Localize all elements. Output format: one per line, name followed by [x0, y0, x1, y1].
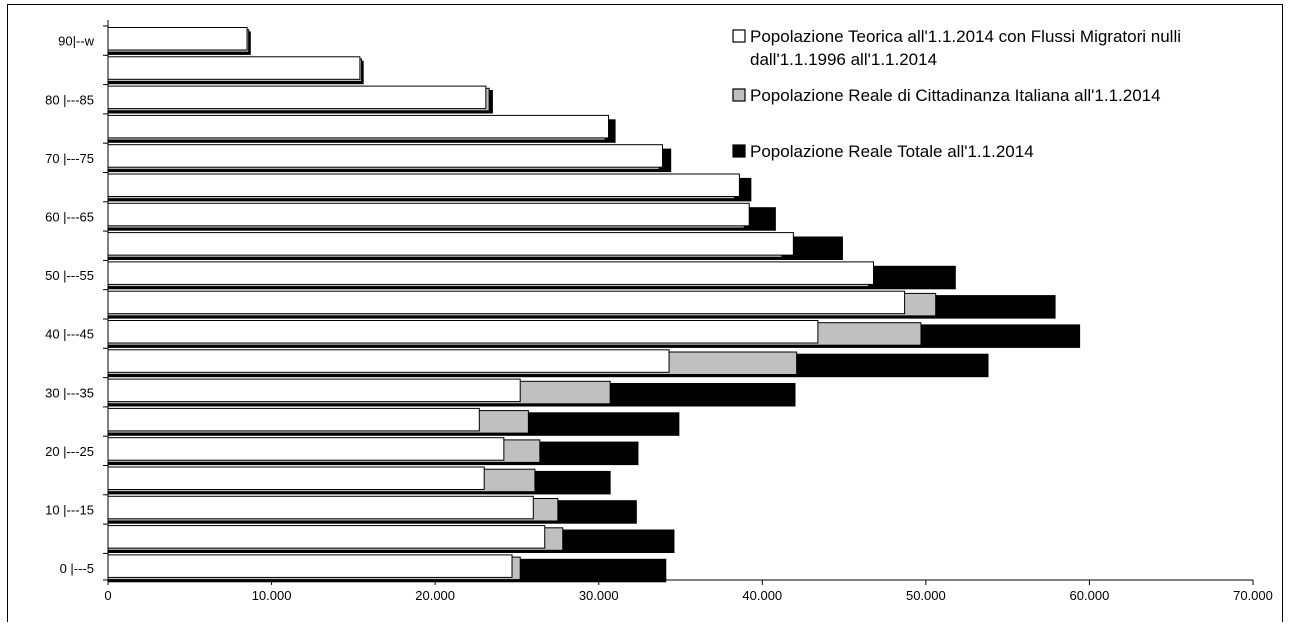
x-tick-label: 70.000 [1233, 588, 1273, 603]
bar-series-1-row-14 [107, 144, 664, 168]
bar-series-1-row-6 [107, 378, 521, 403]
x-tick-label: 0 [104, 588, 111, 603]
y-tick-label: 80 |---85 [45, 92, 94, 107]
bar-series-1-row-11 [107, 232, 794, 256]
legend-label-1: Popolazione Teorica all'1.1.2014 con Flu… [750, 27, 1181, 46]
y-tick-label: 40 |---45 [45, 327, 94, 342]
y-tick-label: 60 |---65 [45, 209, 94, 224]
bars-layer [107, 27, 1081, 583]
x-tick-label: 10.000 [252, 588, 292, 603]
legend-label-1: dall'1.1.1996 all'1.1.2014 [750, 50, 937, 69]
bar-series-1-row-15 [107, 114, 610, 139]
bar-series-1-row-1 [107, 525, 546, 549]
bar-series-1-row-10 [107, 261, 875, 285]
legend-swatch-2 [732, 88, 746, 102]
axis-layer: 0 |---5 10 |---15 20 |---25 30 |---35 40 |--… [45, 20, 1273, 603]
bar-series-1-row-2 [107, 495, 534, 520]
bar-series-1-row-9 [107, 290, 906, 315]
y-tick-label: 50 |---55 [45, 268, 94, 283]
bar-series-1-row-18 [107, 27, 248, 51]
bar-series-1-row-5 [107, 407, 480, 432]
bar-series-1-row-16 [107, 85, 487, 110]
y-tick-label: 30 |---35 [45, 385, 94, 400]
x-tick-label: 40.000 [742, 588, 782, 603]
bar-series-1-row-4 [107, 437, 505, 461]
y-tick-label: 90|--w [58, 34, 94, 49]
y-tick-label: 10 |---15 [45, 502, 94, 517]
bar-series-1-row-3 [107, 466, 485, 490]
bar-series-1-row-0 [107, 554, 513, 578]
x-tick-label: 20.000 [415, 588, 455, 603]
legend: Popolazione Teorica all'1.1.2014 con Flu… [732, 27, 1181, 161]
legend-swatch-1 [732, 29, 746, 43]
y-tick-label: 70 |---75 [45, 151, 94, 166]
legend-label-2: Popolazione Reale di Cittadinanza Italia… [750, 86, 1161, 105]
legend-label-3: Popolazione Reale Totale all'1.1.2014 [750, 142, 1034, 161]
x-tick-label: 30.000 [579, 588, 619, 603]
bar-series-1-row-13 [107, 173, 740, 197]
x-tick-label: 50.000 [906, 588, 946, 603]
x-tick-label: 60.000 [1070, 588, 1110, 603]
bar-series-1-row-17 [107, 56, 361, 80]
bar-series-1-row-7 [107, 349, 670, 373]
legend-swatch-3 [732, 144, 746, 158]
y-tick-label: 0 |---5 [60, 561, 94, 576]
bar-series-1-row-12 [107, 202, 750, 227]
y-tick-label: 20 |---25 [45, 444, 94, 459]
bar-series-1-row-8 [107, 320, 819, 344]
